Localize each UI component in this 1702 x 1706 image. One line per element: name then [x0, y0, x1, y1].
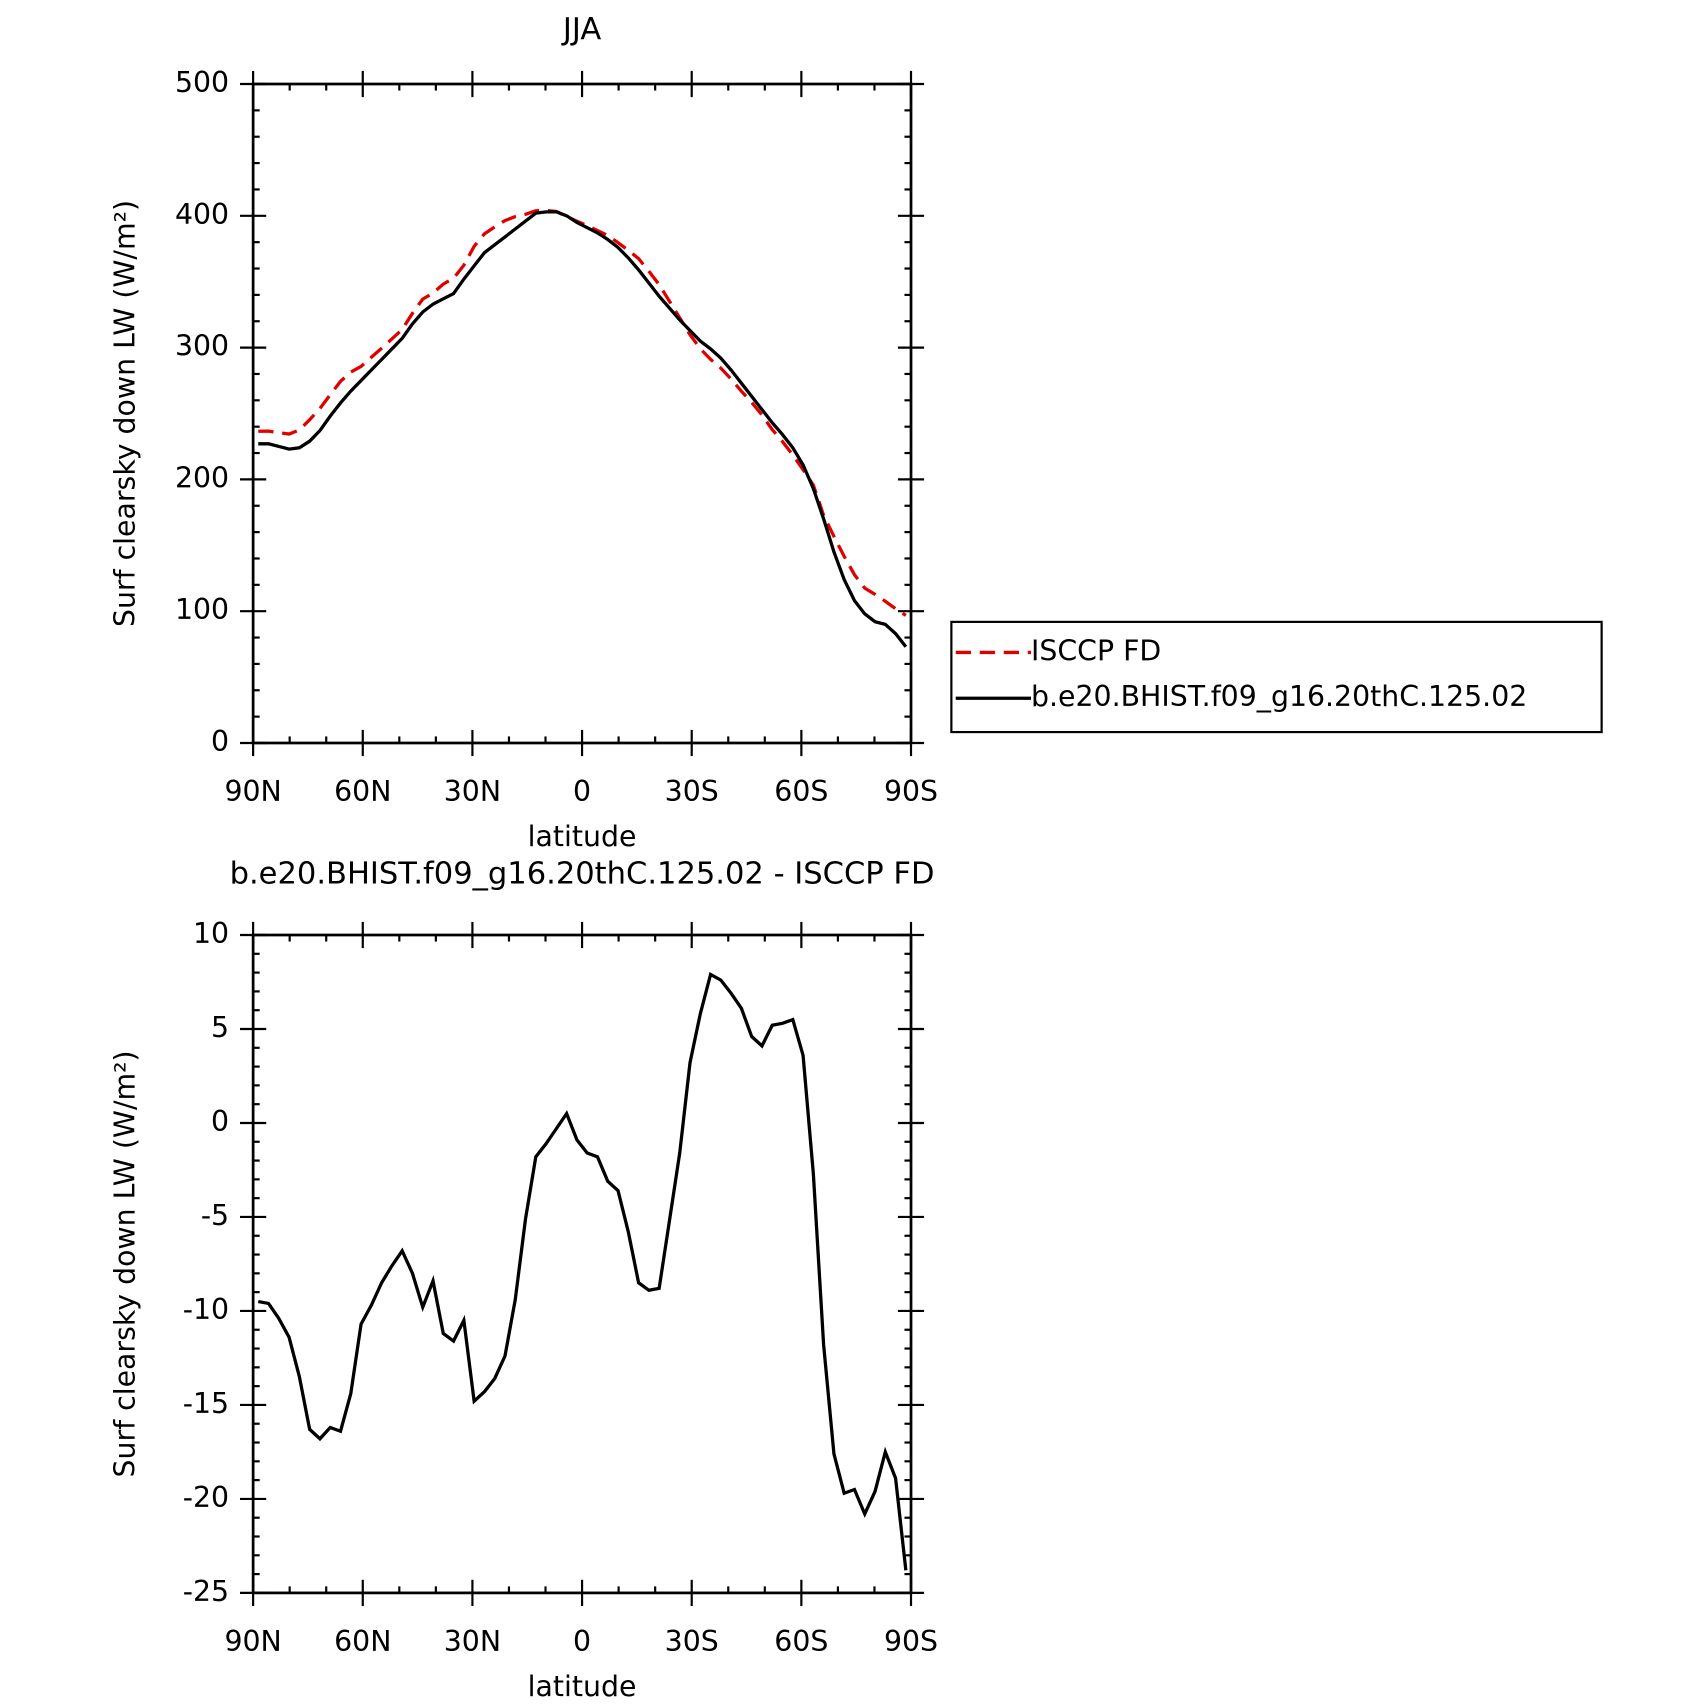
- y-tick-label: 10: [193, 917, 229, 950]
- y-tick-label: -15: [183, 1387, 229, 1420]
- y-tick-label: 0: [211, 725, 229, 758]
- x-tick-label: 60S: [774, 1625, 828, 1658]
- x-tick-label: 30N: [444, 1625, 501, 1658]
- x-tick-label: 30S: [665, 775, 719, 808]
- x-tick-label: 90N: [224, 1625, 281, 1658]
- x-tick-label: 0: [573, 1625, 591, 1658]
- data-line: [258, 210, 908, 648]
- plot-frame: [251, 933, 913, 1595]
- x-tick-label: 60N: [334, 1625, 391, 1658]
- y-tick-label: -10: [183, 1293, 229, 1326]
- x-axis-label: latitude: [528, 820, 637, 853]
- chart-title: JJA: [561, 12, 601, 47]
- y-axis-label: Surf clearsky down LW (W/m²): [109, 1050, 142, 1477]
- x-tick-label: 30N: [444, 775, 501, 808]
- y-axis-label: Surf clearsky down LW (W/m²): [109, 200, 142, 627]
- y-tick-label: 5: [211, 1011, 229, 1044]
- x-tick-label: 60S: [774, 775, 828, 808]
- plot-frame: [251, 82, 913, 745]
- y-tick-label: -5: [201, 1199, 229, 1232]
- y-tick-label: 400: [175, 198, 229, 231]
- x-tick-label: 90S: [884, 775, 938, 808]
- legend-box: [950, 620, 1603, 734]
- x-tick-label: 30S: [665, 1625, 719, 1658]
- y-tick-label: -25: [183, 1575, 229, 1608]
- x-tick-label: 60N: [334, 775, 391, 808]
- x-tick-label: 90S: [884, 1625, 938, 1658]
- y-tick-label: 100: [175, 593, 229, 626]
- data-line: [258, 208, 907, 617]
- legend-label: b.e20.BHIST.f09_g16.20thC.125.02: [1031, 680, 1527, 713]
- y-tick-label: 0: [211, 1105, 229, 1138]
- chart-title: b.e20.BHIST.f09_g16.20thC.125.02 - ISCCP…: [230, 857, 935, 892]
- x-tick-label: 0: [573, 775, 591, 808]
- legend-label: ISCCP FD: [1031, 634, 1161, 667]
- x-tick-label: 90N: [224, 775, 281, 808]
- x-axis-label: latitude: [528, 1670, 637, 1702]
- y-tick-label: 200: [175, 461, 229, 494]
- y-tick-label: -20: [183, 1481, 229, 1514]
- data-line: [257, 972, 908, 1571]
- y-tick-label: 300: [175, 330, 229, 363]
- y-tick-label: 500: [175, 66, 229, 99]
